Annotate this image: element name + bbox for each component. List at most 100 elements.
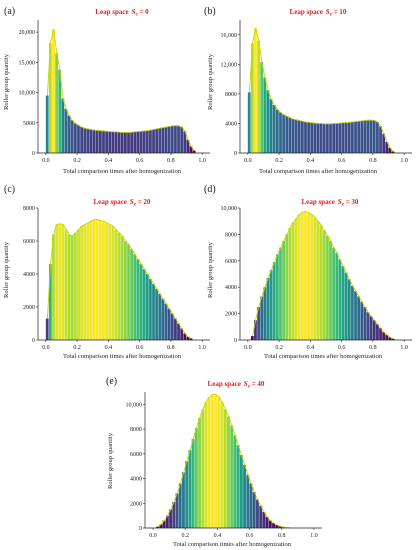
- bar: [220, 401, 224, 528]
- panel-c: (c) Leap space Se = 20 Total comparison t…: [3, 184, 210, 360]
- bar: [376, 324, 379, 340]
- panel-a: (a) Leap space Se = 0 Total comparison ti…: [3, 6, 210, 175]
- y-tick-label: 8000: [130, 427, 142, 433]
- x-tick-label: 0.2: [73, 158, 81, 164]
- bar: [256, 499, 259, 528]
- bar: [269, 270, 273, 340]
- bar: [145, 274, 149, 340]
- title-prefix: Leap space: [290, 8, 323, 16]
- bar: [279, 112, 282, 153]
- bar: [291, 119, 295, 153]
- bar: [272, 523, 275, 528]
- bar: [282, 241, 285, 340]
- bar: [73, 232, 77, 340]
- bar: [382, 332, 386, 340]
- bar: [170, 313, 174, 340]
- bar: [307, 212, 311, 340]
- bar: [351, 285, 354, 340]
- bar: [310, 122, 314, 153]
- bar: [142, 269, 146, 340]
- bar: [111, 226, 115, 340]
- bar: [186, 139, 190, 153]
- title-value: = 20: [136, 198, 151, 206]
- x-tick-label: 0.6: [136, 158, 144, 164]
- bar: [227, 416, 230, 528]
- x-tick-label: 0.6: [136, 345, 144, 351]
- bar: [70, 236, 74, 340]
- bar: [80, 127, 83, 153]
- bar: [366, 120, 370, 153]
- bar: [133, 131, 137, 153]
- bar: [161, 127, 165, 153]
- x-tick-label: 0.2: [275, 345, 283, 351]
- bar: [341, 266, 345, 340]
- chart-title: Leap space Se = 40: [208, 380, 265, 390]
- bar: [117, 232, 121, 340]
- bar: [124, 241, 127, 340]
- bar: [149, 130, 152, 153]
- bar: [335, 252, 339, 340]
- bar: [369, 316, 373, 340]
- bar: [120, 132, 124, 153]
- title-symbol: S: [244, 380, 248, 388]
- bar: [322, 123, 326, 153]
- bar: [67, 115, 71, 153]
- y-tick-label: 8000: [225, 92, 237, 98]
- bar: [282, 114, 285, 153]
- y-tick-label: 8000: [225, 232, 237, 238]
- bar: [95, 219, 99, 340]
- title-value: = 30: [344, 198, 359, 206]
- bar: [186, 336, 190, 340]
- x-tick-label: 0.8: [369, 345, 377, 351]
- bar: [61, 98, 65, 153]
- bar: [313, 217, 317, 340]
- bar: [250, 43, 254, 153]
- bar: [275, 109, 279, 153]
- bar: [379, 328, 382, 340]
- y-tick-label: 2000: [23, 305, 35, 311]
- bar: [58, 223, 62, 340]
- bar: [263, 77, 267, 153]
- title-prefix: Leap space: [95, 8, 128, 16]
- bar: [169, 509, 173, 528]
- panel-letter: (d): [204, 184, 216, 195]
- y-tick-label: 6000: [225, 259, 237, 265]
- bar: [307, 122, 311, 153]
- y-tick-label: 10,000: [221, 206, 238, 212]
- y-axis-label: Roller group quantity: [3, 241, 10, 298]
- bar: [130, 249, 134, 340]
- x-tick-label: 0.8: [369, 158, 377, 164]
- bar: [388, 337, 392, 340]
- bar: [67, 234, 71, 340]
- bar: [145, 130, 149, 153]
- y-tick-label: 6000: [23, 239, 35, 245]
- x-tick-label: 0.2: [275, 158, 283, 164]
- bar: [92, 219, 96, 340]
- bar: [73, 123, 77, 153]
- bar: [61, 224, 65, 340]
- bar: [161, 298, 165, 340]
- bar: [263, 287, 267, 340]
- bar: [159, 524, 163, 528]
- panel-b: (b) Leap space Se = 10 Total comparison t…: [204, 6, 412, 175]
- x-tick-label: 0.2: [73, 345, 81, 351]
- title-value: = 10: [332, 8, 347, 16]
- bar: [335, 123, 339, 153]
- bar: [180, 127, 184, 153]
- bar: [98, 130, 102, 153]
- bar: [249, 483, 253, 528]
- bar: [139, 264, 143, 340]
- x-axis-label: Total comparison times after homogenizat…: [264, 353, 383, 360]
- bar: [233, 435, 237, 528]
- y-tick-label: 4000: [130, 477, 142, 483]
- y-tick-label: 0: [234, 151, 237, 157]
- bar: [347, 122, 351, 153]
- x-tick-label: 0.4: [307, 158, 315, 164]
- y-tick-label: 16,000: [221, 33, 238, 39]
- bar: [310, 214, 314, 340]
- bar: [204, 401, 208, 528]
- bar: [102, 221, 105, 340]
- y-tick-label: 0: [32, 338, 35, 344]
- bar: [257, 40, 260, 153]
- bar: [189, 338, 193, 340]
